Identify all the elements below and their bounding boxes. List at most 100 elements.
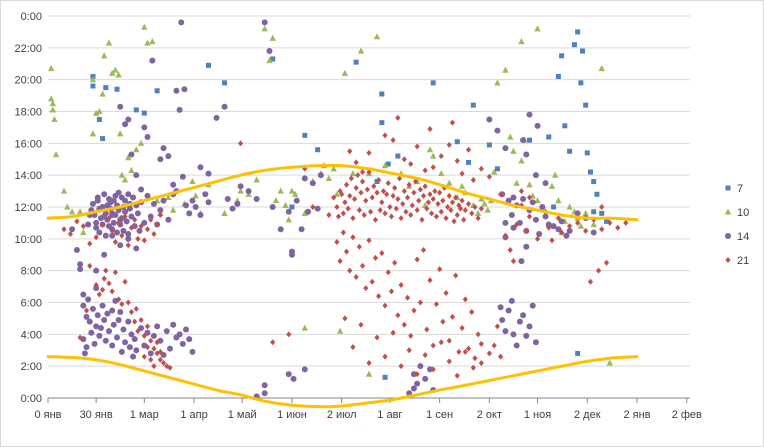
axes: 0:00 2:00 4:00 6:00 8:00 10:00 12:00 14:00 16:00… bbox=[14, 11, 702, 421]
data-point-14 bbox=[261, 19, 268, 26]
data-point-21 bbox=[125, 299, 131, 306]
data-point-14 bbox=[99, 204, 106, 210]
data-point-21 bbox=[514, 221, 520, 228]
data-point-14 bbox=[157, 156, 164, 163]
data-point-10 bbox=[266, 57, 273, 64]
data-point-14 bbox=[542, 180, 549, 187]
data-point-10 bbox=[49, 106, 57, 113]
data-point-21 bbox=[385, 180, 391, 187]
data-point-21 bbox=[457, 205, 464, 212]
data-point-10 bbox=[118, 171, 126, 178]
data-point-14 bbox=[122, 339, 129, 346]
data-point-21 bbox=[414, 207, 420, 214]
data-point-21 bbox=[116, 219, 122, 226]
data-point-14 bbox=[317, 172, 324, 179]
trend-curve-2 bbox=[46, 355, 639, 409]
data-point-10 bbox=[534, 25, 541, 32]
data-point-14 bbox=[86, 318, 93, 325]
y-tick-label: 6:00 bbox=[21, 298, 42, 310]
data-point-21 bbox=[475, 331, 481, 338]
data-point-21 bbox=[555, 215, 561, 222]
data-point-21 bbox=[347, 148, 353, 155]
data-point-21 bbox=[345, 205, 351, 212]
y-tick-label: 4:00 bbox=[21, 329, 42, 341]
data-point-21 bbox=[430, 342, 436, 349]
data-point-21 bbox=[87, 240, 93, 247]
data-point-14 bbox=[502, 328, 509, 335]
data-point-21 bbox=[408, 332, 414, 339]
data-point-21 bbox=[414, 371, 420, 378]
legend-entry-7: 7 bbox=[725, 183, 743, 195]
data-point-14 bbox=[523, 151, 530, 158]
data-point-21 bbox=[438, 339, 444, 346]
data-point-21 bbox=[390, 329, 396, 336]
data-point-21 bbox=[432, 188, 438, 195]
y-tick-label: 10:00 bbox=[14, 234, 42, 246]
data-point-21 bbox=[393, 205, 399, 212]
data-point-10 bbox=[64, 203, 71, 210]
data-point-10 bbox=[169, 206, 177, 213]
data-point-21 bbox=[335, 213, 342, 220]
data-point-21 bbox=[446, 141, 452, 148]
data-point-7 bbox=[430, 80, 436, 86]
data-point-10 bbox=[325, 174, 333, 181]
data-point-21 bbox=[526, 213, 533, 220]
data-point-14 bbox=[410, 385, 417, 392]
data-point-21 bbox=[348, 175, 354, 182]
data-point-10 bbox=[365, 370, 373, 377]
data-point-21 bbox=[465, 345, 472, 352]
data-point-21 bbox=[465, 146, 472, 153]
data-point-21 bbox=[382, 210, 388, 217]
data-point-7 bbox=[454, 139, 460, 145]
data-point-21 bbox=[417, 186, 423, 193]
data-point-10 bbox=[458, 182, 466, 189]
data-point-7 bbox=[470, 102, 476, 108]
data-point-14 bbox=[141, 124, 148, 131]
legend-marker-7 bbox=[725, 185, 731, 191]
data-point-10 bbox=[330, 165, 337, 172]
data-point-21 bbox=[549, 237, 555, 244]
data-point-21 bbox=[445, 204, 451, 210]
data-point-14 bbox=[261, 382, 268, 389]
data-point-21 bbox=[342, 315, 348, 322]
data-point-7 bbox=[494, 166, 500, 172]
data-point-21 bbox=[438, 153, 444, 160]
data-point-21 bbox=[417, 299, 423, 306]
y-tick-label: 14:00 bbox=[14, 170, 42, 182]
data-point-21 bbox=[398, 363, 404, 370]
data-point-14 bbox=[558, 218, 565, 225]
data-point-14 bbox=[550, 223, 557, 230]
data-point-7 bbox=[466, 159, 472, 165]
data-point-14 bbox=[117, 309, 124, 316]
data-point-21 bbox=[331, 194, 337, 201]
data-point-21 bbox=[559, 229, 565, 236]
data-point-14 bbox=[221, 103, 228, 110]
data-point-10 bbox=[301, 209, 308, 216]
data-point-14 bbox=[110, 321, 117, 328]
data-point-21 bbox=[359, 262, 366, 269]
data-point-7 bbox=[315, 147, 321, 153]
data-point-14 bbox=[102, 232, 109, 239]
data-point-21 bbox=[376, 293, 382, 300]
data-point-14 bbox=[534, 122, 541, 129]
data-point-21 bbox=[406, 181, 412, 188]
data-point-10 bbox=[192, 192, 199, 199]
data-point-14 bbox=[555, 226, 562, 233]
data-point-7 bbox=[604, 218, 610, 224]
data-point-14 bbox=[110, 219, 117, 226]
data-point-14 bbox=[77, 261, 84, 268]
data-point-14 bbox=[253, 196, 260, 203]
data-point-21 bbox=[128, 224, 135, 231]
data-point-14 bbox=[261, 390, 268, 397]
data-point-21 bbox=[422, 167, 428, 174]
data-point-21 bbox=[390, 137, 396, 144]
data-point-14 bbox=[510, 194, 517, 201]
data-point-21 bbox=[456, 348, 462, 355]
x-tick-label: 2 июл bbox=[327, 409, 357, 421]
data-point-10 bbox=[261, 25, 268, 32]
data-point-7 bbox=[599, 210, 605, 216]
data-point-21 bbox=[363, 197, 369, 204]
data-point-14 bbox=[109, 211, 116, 218]
data-point-21 bbox=[363, 285, 369, 292]
data-point-21 bbox=[106, 280, 112, 287]
